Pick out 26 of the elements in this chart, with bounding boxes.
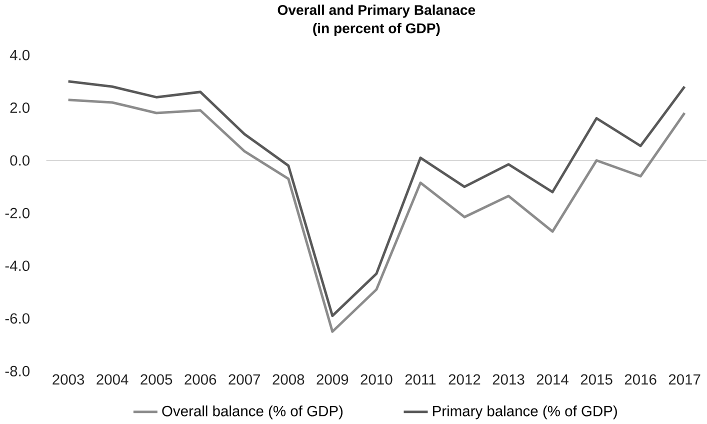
y-tick-label: -2.0: [5, 208, 30, 218]
x-tick-label: 2017: [668, 374, 700, 385]
x-tick-label: 2010: [360, 374, 392, 385]
x-tick-label: 2007: [228, 374, 260, 385]
x-tick-label: 2008: [272, 374, 304, 385]
x-tick-label: 2013: [492, 374, 524, 385]
y-tick-label: -4.0: [5, 260, 30, 272]
x-tick-label: 2005: [140, 374, 172, 385]
y-tick-label: -8.0: [5, 366, 30, 376]
x-tick-label: 2009: [316, 374, 348, 385]
x-tick-label: 2014: [536, 374, 568, 385]
x-tick-label: 2012: [448, 374, 480, 385]
chart-subtitle: (in percent of GDP): [313, 22, 440, 36]
chart-title: Overall and Primary Balanace: [278, 4, 476, 18]
x-tick-label: 2004: [96, 374, 128, 385]
x-tick-label: 2015: [580, 374, 612, 385]
legend-label: Overall balance (% of GDP): [162, 406, 343, 420]
y-tick-label: -6.0: [5, 313, 30, 324]
y-tick-label: 0.0: [10, 155, 30, 166]
x-tick-label: 2016: [624, 374, 656, 385]
y-tick-label: 4.0: [10, 50, 30, 60]
x-tick-label: 2006: [184, 374, 216, 385]
y-tick-label: 2.0: [10, 102, 30, 114]
legend-label: Primary balance (% of GDP): [433, 406, 617, 420]
x-tick-label: 2003: [52, 374, 84, 385]
x-tick-label: 2011: [405, 374, 436, 385]
